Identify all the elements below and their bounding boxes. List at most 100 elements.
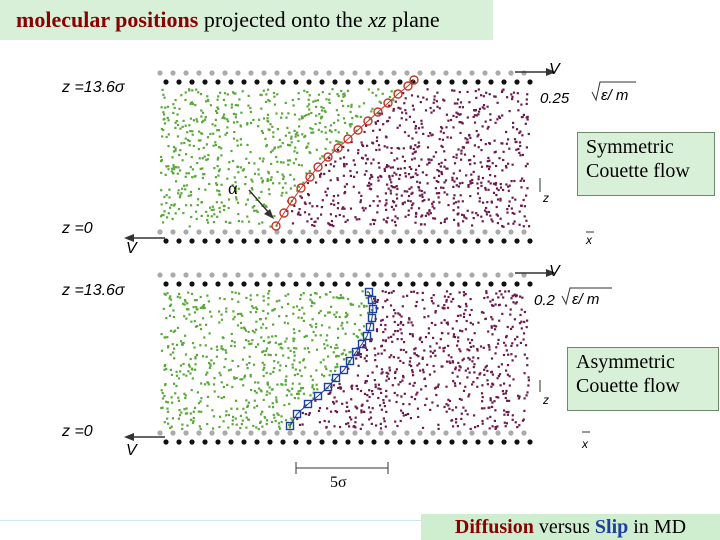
fluid-particle xyxy=(485,291,488,295)
fluid-particle xyxy=(217,129,220,132)
fluid-particle xyxy=(514,355,517,358)
fluid-particle xyxy=(262,295,265,298)
fluid-particle xyxy=(314,399,317,402)
fluid-particle xyxy=(319,157,322,160)
fluid-particle xyxy=(214,176,217,179)
interface-marker xyxy=(305,172,315,182)
fluid-particle xyxy=(206,136,210,139)
fluid-particle xyxy=(343,185,346,188)
fluid-particle xyxy=(265,93,268,96)
fluid-particle xyxy=(377,112,380,115)
fluid-particle xyxy=(438,192,441,195)
fluid-particle xyxy=(371,218,374,221)
fluid-particle xyxy=(411,152,414,155)
fluid-particle xyxy=(432,109,435,112)
fluid-particle xyxy=(413,157,416,160)
fluid-particle xyxy=(413,348,416,351)
interface-marker xyxy=(383,98,393,108)
fluid-particle xyxy=(262,350,265,353)
fluid-particle xyxy=(385,410,388,413)
fluid-particle xyxy=(502,296,505,299)
fluid-particle xyxy=(504,396,507,400)
fluid-particle xyxy=(302,358,306,361)
fluid-particle xyxy=(337,194,340,197)
fluid-particle xyxy=(437,174,441,177)
fluid-particle xyxy=(408,318,411,321)
fluid-particle xyxy=(452,185,455,188)
fluid-particle xyxy=(189,129,192,133)
fluid-particle xyxy=(287,356,290,359)
fluid-particle xyxy=(273,147,276,150)
wall-atom xyxy=(306,281,312,287)
fluid-particle xyxy=(326,187,329,190)
interface-marker xyxy=(362,331,372,341)
fluid-particle xyxy=(200,201,203,204)
fluid-particle xyxy=(421,200,424,203)
fluid-particle xyxy=(497,296,500,299)
wall-atom xyxy=(287,272,293,278)
fluid-particle xyxy=(378,166,381,169)
fluid-particle xyxy=(403,102,406,105)
fluid-particle xyxy=(460,158,463,161)
wall-atom xyxy=(488,281,494,287)
fluid-particle xyxy=(287,302,290,306)
fluid-particle xyxy=(404,109,407,112)
fluid-particle xyxy=(205,100,208,103)
fluid-particle xyxy=(366,399,369,402)
fluid-particle xyxy=(420,215,423,218)
fluid-particle xyxy=(458,182,461,185)
fluid-particle xyxy=(510,344,513,347)
fluid-particle xyxy=(318,421,321,424)
wall-atom xyxy=(475,281,481,287)
fluid-particle xyxy=(298,382,301,385)
fluid-particle xyxy=(195,118,198,121)
interface-marker xyxy=(353,125,363,135)
fluid-particle xyxy=(160,203,163,206)
interface-line xyxy=(275,79,415,227)
fluid-particle xyxy=(330,305,333,308)
fluid-particle xyxy=(433,387,437,390)
fluid-particle xyxy=(226,383,229,386)
fluid-particle xyxy=(199,400,202,403)
fluid-particle xyxy=(389,192,392,195)
fluid-particle xyxy=(422,132,425,135)
fluid-particle xyxy=(362,344,365,347)
fluid-particle xyxy=(264,137,267,140)
fluid-particle xyxy=(179,127,182,130)
fluid-particle xyxy=(518,210,521,213)
fluid-particle xyxy=(463,423,466,426)
fluid-particle xyxy=(188,139,191,143)
fluid-particle xyxy=(299,213,302,216)
fluid-particle xyxy=(284,378,287,382)
fluid-particle xyxy=(494,409,497,412)
fluid-particle xyxy=(476,385,479,388)
fluid-particle xyxy=(472,380,475,384)
fluid-particle xyxy=(238,98,241,101)
wall-atom xyxy=(527,79,533,85)
fluid-particle xyxy=(245,426,248,429)
fluid-particle xyxy=(451,179,454,182)
fluid-particle xyxy=(304,202,307,205)
fluid-particle xyxy=(298,329,301,333)
fluid-particle xyxy=(420,119,423,122)
fluid-particle xyxy=(170,204,173,207)
fluid-particle xyxy=(284,101,287,104)
fluid-particle xyxy=(379,404,382,407)
fluid-particle xyxy=(217,170,221,173)
fluid-particle xyxy=(525,326,528,329)
wall-atom xyxy=(345,238,351,244)
fluid-particle xyxy=(452,209,455,212)
fluid-particle xyxy=(332,296,335,299)
fluid-particle xyxy=(204,188,207,191)
fluid-particle xyxy=(278,182,281,185)
fluid-particle xyxy=(298,208,301,211)
shear-rate-value: 0.2 xyxy=(534,292,556,309)
fluid-particle xyxy=(203,307,206,310)
fluid-particle xyxy=(460,149,463,152)
fluid-particle xyxy=(352,332,355,336)
fluid-particle xyxy=(423,349,426,352)
fluid-particle xyxy=(452,380,455,383)
fluid-particle xyxy=(446,136,449,139)
fluid-particle xyxy=(404,172,407,175)
fluid-particle xyxy=(393,171,396,174)
